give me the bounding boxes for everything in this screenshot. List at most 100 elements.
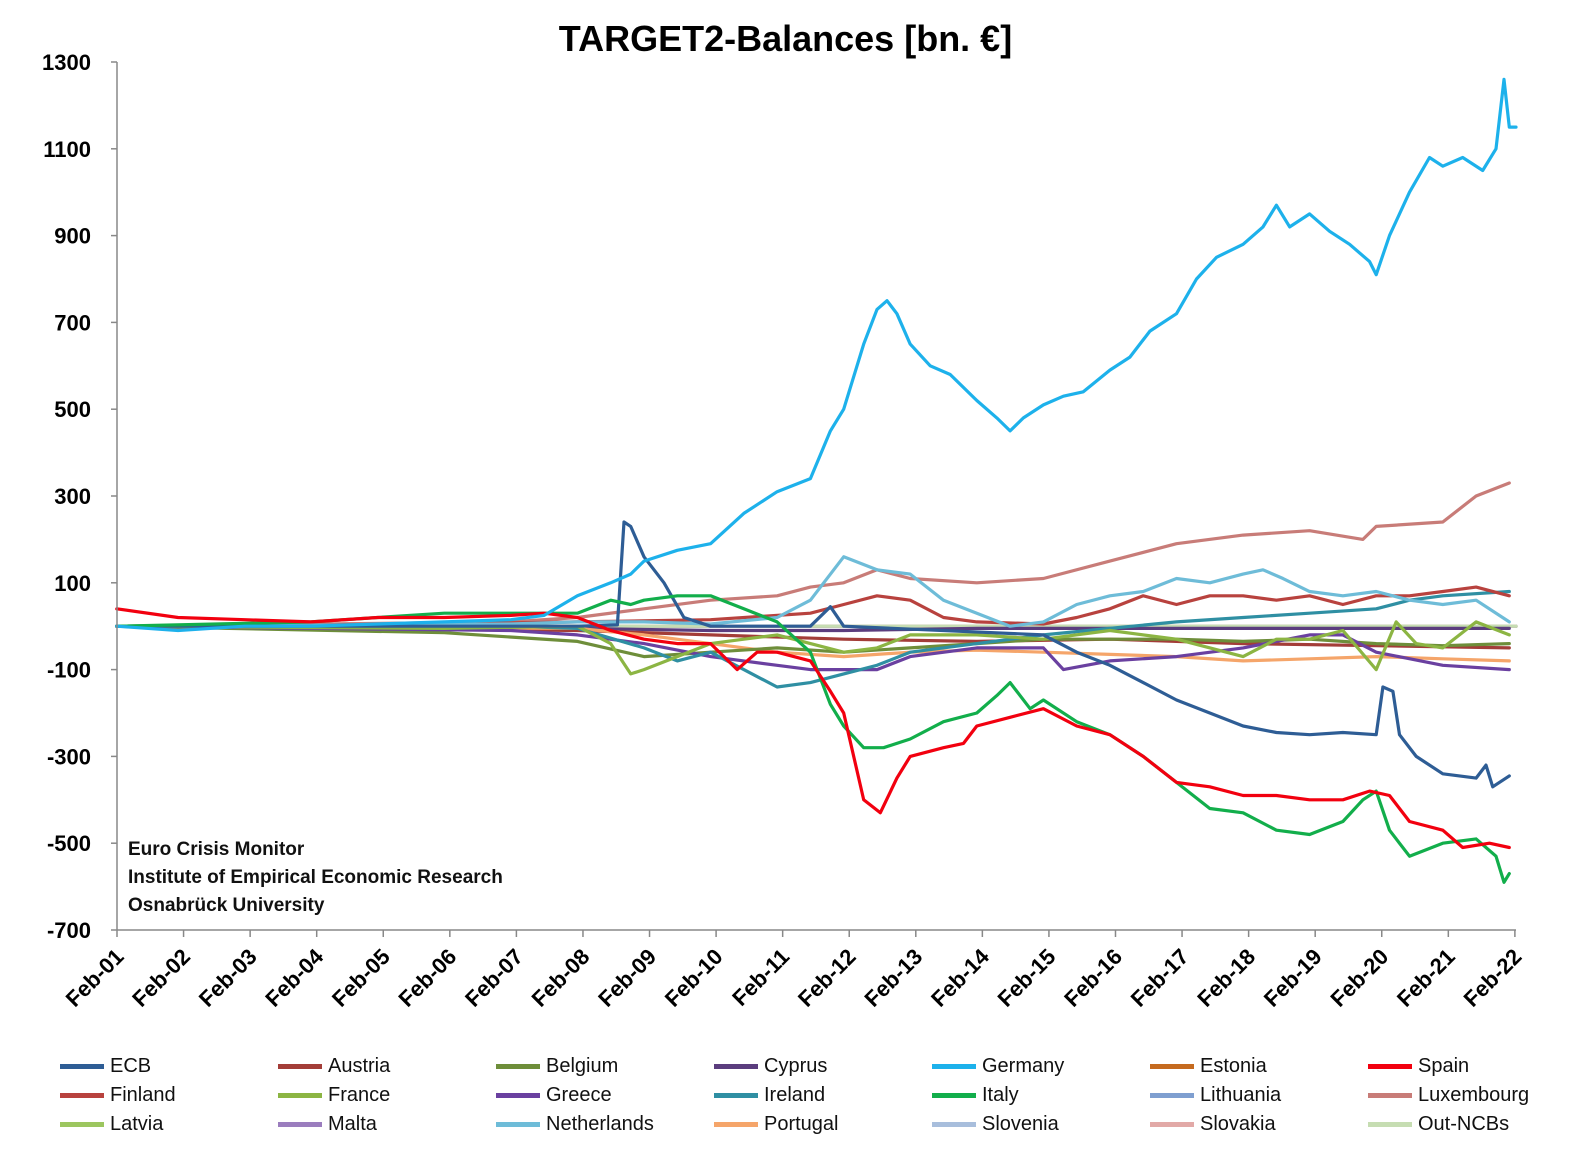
x-tick-label: Feb-17 bbox=[1126, 944, 1194, 1012]
y-tick-label: 500 bbox=[54, 397, 91, 422]
legend-label: Ireland bbox=[764, 1083, 826, 1106]
legend-item: Germany bbox=[932, 1052, 1064, 1080]
y-tick-label: -500 bbox=[47, 831, 91, 856]
legend-item: Spain bbox=[1368, 1052, 1469, 1080]
y-tick-label: -700 bbox=[47, 918, 91, 943]
legend-item: Finland bbox=[60, 1081, 176, 1109]
legend-label: Italy bbox=[982, 1083, 1019, 1106]
legend-item: Estonia bbox=[1150, 1052, 1267, 1080]
y-tick-label: 1100 bbox=[43, 137, 91, 162]
legend-item: Netherlands bbox=[496, 1110, 654, 1138]
x-tick-label: Feb-09 bbox=[593, 944, 661, 1012]
series-line-luxembourg bbox=[115, 481, 1511, 628]
x-tick-label: Feb-15 bbox=[993, 944, 1061, 1012]
legend-label: Out-NCBs bbox=[1418, 1112, 1510, 1135]
legend-label: Lithuania bbox=[1200, 1083, 1282, 1106]
legend-item: Austria bbox=[278, 1052, 390, 1080]
x-tick-label: Feb-02 bbox=[127, 944, 195, 1012]
legend-item: Ireland bbox=[714, 1081, 825, 1109]
legend-swatch bbox=[1150, 1121, 1194, 1127]
y-tick-label: 1300 bbox=[42, 50, 91, 75]
source-line-3: Osnabrück University bbox=[128, 895, 325, 916]
source-note: Euro Crisis Monitor Institute of Empiric… bbox=[128, 836, 503, 920]
x-tick-label: Feb-08 bbox=[527, 944, 595, 1012]
x-tick-label: Feb-05 bbox=[327, 944, 395, 1012]
legend-swatch bbox=[60, 1121, 104, 1127]
legend-item: Lithuania bbox=[1150, 1081, 1281, 1109]
legend-swatch bbox=[1368, 1092, 1412, 1098]
x-tick-label: Feb-16 bbox=[1059, 944, 1127, 1012]
legend-label: Finland bbox=[110, 1083, 176, 1106]
legend-item: ECB bbox=[60, 1052, 151, 1080]
legend-swatch bbox=[60, 1063, 104, 1069]
x-tick-label: Feb-04 bbox=[260, 943, 328, 1011]
legend-swatch bbox=[714, 1092, 758, 1098]
x-tick-label: Feb-03 bbox=[194, 944, 262, 1012]
legend-swatch bbox=[278, 1063, 322, 1069]
legend-label: Netherlands bbox=[546, 1112, 654, 1135]
x-tick-label: Feb-12 bbox=[793, 944, 861, 1012]
legend-swatch bbox=[278, 1121, 322, 1127]
source-line-1: Euro Crisis Monitor bbox=[128, 839, 305, 860]
y-tick-label: 900 bbox=[54, 224, 91, 249]
y-tick-label: -100 bbox=[47, 658, 91, 683]
legend-swatch bbox=[496, 1092, 540, 1098]
legend-swatch bbox=[1150, 1063, 1194, 1069]
legend-item: Cyprus bbox=[714, 1052, 827, 1080]
legend-item: Out-NCBs bbox=[1368, 1110, 1509, 1138]
y-tick-label: 700 bbox=[54, 310, 91, 335]
legend-swatch bbox=[932, 1092, 976, 1098]
legend-label: Malta bbox=[328, 1112, 377, 1135]
legend-item: Malta bbox=[278, 1110, 377, 1138]
y-tick-label: -300 bbox=[47, 744, 91, 769]
x-tick-label: Feb-19 bbox=[1259, 944, 1327, 1012]
legend-swatch bbox=[496, 1063, 540, 1069]
legend-label: ECB bbox=[110, 1054, 152, 1077]
legend-label: Portugal bbox=[764, 1112, 839, 1135]
legend-swatch bbox=[278, 1092, 322, 1098]
legend-item: Greece bbox=[496, 1081, 612, 1109]
x-tick-label: Feb-11 bbox=[727, 944, 794, 1011]
y-tick-label: 100 bbox=[54, 571, 91, 596]
legend-swatch bbox=[496, 1121, 540, 1127]
source-line-2: Institute of Empirical Economic Research bbox=[128, 867, 503, 888]
x-tick-label: Feb-22 bbox=[1459, 944, 1527, 1012]
series-line-germany bbox=[115, 77, 1518, 633]
series-line-ireland bbox=[115, 589, 1511, 689]
legend-label: Germany bbox=[982, 1054, 1065, 1077]
legend-swatch bbox=[714, 1121, 758, 1127]
legend-label: France bbox=[328, 1083, 391, 1106]
x-tick-label: Feb-13 bbox=[860, 944, 928, 1012]
legend-label: Spain bbox=[1418, 1054, 1470, 1077]
legend-item: Slovenia bbox=[932, 1110, 1059, 1138]
legend-item: Latvia bbox=[60, 1110, 163, 1138]
x-tick-label: Feb-18 bbox=[1192, 944, 1260, 1012]
x-tick-label: Feb-01 bbox=[61, 944, 129, 1012]
x-tick-label: Feb-14 bbox=[926, 943, 994, 1011]
legend-label: Luxembourg bbox=[1418, 1083, 1530, 1106]
legend-item: Italy bbox=[932, 1081, 1019, 1109]
legend-swatch bbox=[932, 1121, 976, 1127]
x-tick-label: Feb-10 bbox=[660, 944, 728, 1012]
x-tick-label: Feb-06 bbox=[394, 944, 462, 1012]
series-line-netherlands bbox=[115, 555, 1511, 628]
legend-item: France bbox=[278, 1081, 390, 1109]
legend-swatch bbox=[932, 1063, 976, 1069]
legend-label: Slovakia bbox=[1200, 1112, 1276, 1135]
legend-item: Portugal bbox=[714, 1110, 839, 1138]
legend-swatch bbox=[714, 1063, 758, 1069]
legend-label: Latvia bbox=[110, 1112, 164, 1135]
series-line-cyprus bbox=[115, 624, 1511, 633]
series-lines bbox=[115, 77, 1518, 884]
legend-label: Greece bbox=[546, 1083, 612, 1106]
legend-label: Slovenia bbox=[982, 1112, 1059, 1135]
series-line-portugal bbox=[115, 624, 1511, 663]
x-tick-label: Feb-07 bbox=[460, 944, 528, 1012]
legend-item: Luxembourg bbox=[1368, 1081, 1529, 1109]
y-tick-label: 300 bbox=[54, 484, 91, 509]
legend-item: Slovakia bbox=[1150, 1110, 1276, 1138]
series-line-france bbox=[115, 620, 1511, 676]
x-tick-label: Feb-20 bbox=[1325, 944, 1393, 1012]
legend-label: Cyprus bbox=[764, 1054, 828, 1077]
legend-label: Austria bbox=[328, 1054, 391, 1077]
